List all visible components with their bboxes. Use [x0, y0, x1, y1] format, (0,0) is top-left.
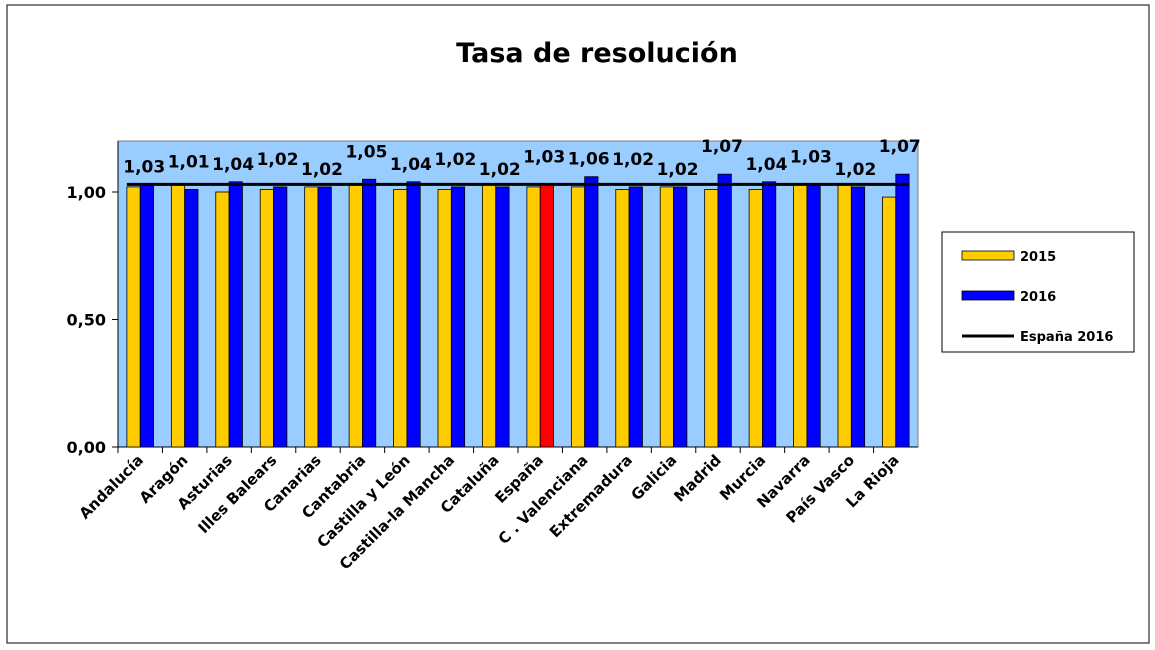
bar [406, 181, 421, 448]
bar [139, 183, 154, 448]
bar [259, 189, 274, 448]
y-tick-label: 0,00 [67, 438, 106, 457]
bar [570, 186, 586, 448]
data-label: 1,05 [345, 142, 387, 162]
bar [762, 181, 777, 448]
legend-label: España 2016 [1020, 330, 1113, 345]
plot-area [117, 140, 919, 448]
bar [304, 186, 319, 448]
bar [526, 186, 541, 448]
bar [584, 176, 599, 448]
chart-title: Tasa de resolución [456, 38, 738, 69]
bar [748, 189, 763, 448]
bar [895, 173, 910, 448]
data-label: 1,03 [523, 147, 565, 167]
bar [184, 189, 199, 448]
data-label: 1,02 [257, 150, 299, 170]
bar [437, 189, 452, 448]
bar [659, 186, 674, 448]
data-label: 1,02 [612, 150, 654, 170]
data-label: 1,03 [790, 147, 832, 167]
bar [628, 186, 643, 448]
bar [615, 189, 630, 448]
bar [317, 186, 332, 448]
data-label: 1,04 [212, 155, 254, 175]
bar [228, 181, 243, 448]
bar [450, 186, 466, 448]
bar [673, 186, 688, 448]
bar [393, 189, 408, 448]
data-label: 1,01 [168, 152, 210, 172]
data-label: 1,02 [657, 160, 699, 180]
data-label: 1,03 [123, 157, 165, 177]
data-label: 1,02 [834, 160, 876, 180]
legend-label: 2016 [1020, 290, 1056, 305]
bar [273, 186, 288, 448]
y-tick-label: 0,50 [67, 311, 106, 330]
data-label: 1,04 [390, 155, 432, 175]
legend-swatch [961, 250, 1015, 261]
data-label: 1,02 [479, 160, 521, 180]
legend-label: 2015 [1020, 250, 1056, 265]
bar [348, 183, 363, 448]
y-tick-label: 1,00 [67, 183, 106, 202]
data-label: 1,07 [701, 137, 743, 157]
bar [793, 183, 808, 448]
bar [704, 189, 719, 448]
bar [215, 191, 230, 448]
bar [717, 173, 732, 448]
bar [495, 186, 510, 448]
data-label: 1,06 [568, 150, 610, 170]
bar [170, 183, 186, 448]
bar [362, 178, 377, 448]
bar [539, 183, 554, 448]
bar [850, 186, 866, 448]
data-label: 1,04 [745, 155, 787, 175]
data-label: 1,07 [879, 137, 921, 157]
bar [882, 196, 897, 448]
bar [837, 183, 852, 448]
data-label: 1,02 [434, 150, 476, 170]
legend-swatch [961, 290, 1015, 301]
bar [806, 183, 821, 448]
bar [482, 183, 497, 448]
bar [126, 186, 141, 448]
data-label: 1,02 [301, 160, 343, 180]
